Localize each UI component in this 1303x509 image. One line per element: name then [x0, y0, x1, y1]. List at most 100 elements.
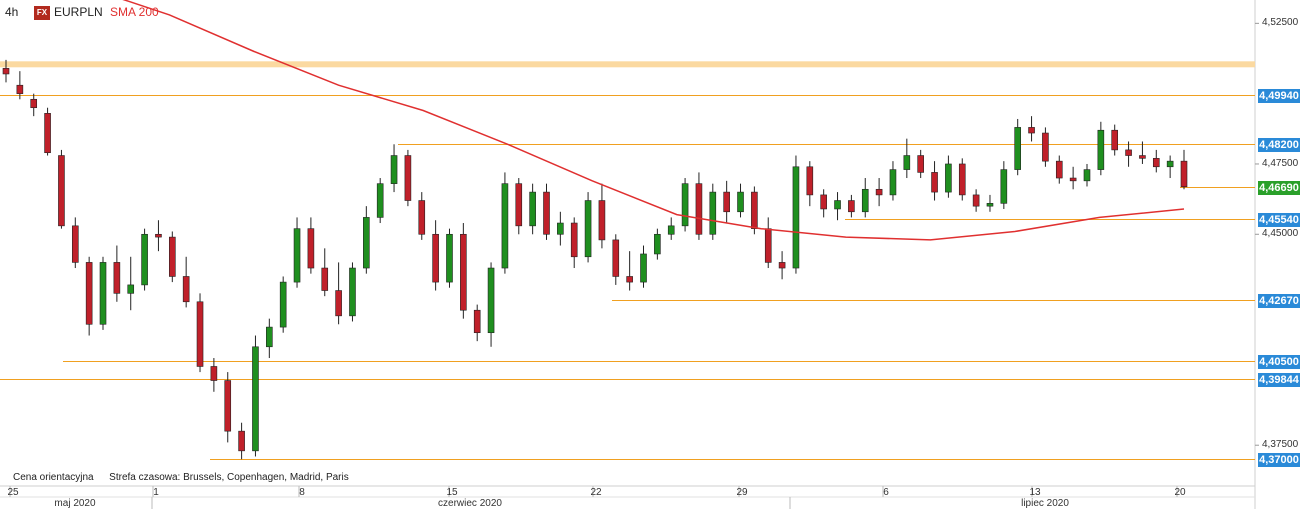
candle[interactable]	[1139, 141, 1146, 164]
candle[interactable]	[584, 192, 592, 263]
level-price-tag: 4,40500	[1258, 354, 1300, 369]
candle[interactable]	[1014, 118, 1021, 176]
candle[interactable]	[446, 228, 453, 288]
x-month-label: czerwiec 2020	[438, 498, 502, 509]
candle[interactable]	[931, 161, 938, 201]
indicator-label[interactable]: SMA 200	[110, 5, 159, 19]
candle[interactable]	[460, 223, 467, 319]
candle[interactable]	[543, 183, 550, 240]
candle[interactable]	[196, 293, 204, 373]
candle[interactable]	[155, 220, 162, 252]
candle[interactable]	[1055, 155, 1063, 184]
timezone-note: Strefa czasowa: Brussels, Copenhagen, Ma…	[109, 472, 349, 483]
candle[interactable]	[751, 186, 758, 235]
candle[interactable]	[487, 262, 495, 347]
candle[interactable]	[792, 155, 800, 274]
candle[interactable]	[335, 262, 342, 325]
candle[interactable]	[778, 251, 786, 280]
candle[interactable]	[945, 155, 952, 198]
candle[interactable]	[85, 256, 93, 336]
candle[interactable]	[612, 234, 620, 285]
candle[interactable]	[432, 220, 439, 291]
level-price-tag: 4,39844	[1258, 372, 1300, 387]
candle[interactable]	[737, 183, 744, 218]
x-day-label: 29	[736, 487, 748, 498]
candle[interactable]	[58, 149, 65, 229]
fx-icon: FX	[34, 6, 50, 20]
resistance-zone	[0, 61, 1255, 68]
level-price-tag: 4,46690	[1258, 180, 1300, 195]
sma-200-line[interactable]	[85, 0, 1185, 241]
candle[interactable]	[349, 262, 356, 322]
candle[interactable]	[1152, 149, 1160, 173]
candle[interactable]	[169, 231, 176, 283]
candle[interactable]	[44, 107, 51, 156]
candle[interactable]	[1028, 116, 1035, 142]
candle[interactable]	[557, 211, 564, 246]
candle[interactable]	[182, 256, 190, 308]
candle[interactable]	[903, 138, 911, 179]
candle[interactable]	[127, 256, 135, 311]
candle[interactable]	[418, 192, 426, 240]
candle[interactable]	[473, 304, 481, 342]
candle[interactable]	[889, 161, 897, 201]
candle[interactable]	[30, 93, 38, 117]
candle[interactable]	[958, 158, 966, 201]
candle[interactable]	[820, 189, 827, 218]
candle[interactable]	[861, 178, 869, 218]
candle[interactable]	[113, 245, 121, 302]
candle[interactable]	[1000, 161, 1008, 209]
candle[interactable]	[2, 59, 10, 83]
candle[interactable]	[404, 149, 412, 207]
candle[interactable]	[875, 178, 883, 207]
candle[interactable]	[238, 422, 245, 460]
candle[interactable]	[321, 248, 329, 297]
candle[interactable]	[723, 180, 730, 224]
candle[interactable]	[279, 276, 287, 333]
timeframe-label[interactable]: 4h	[5, 5, 19, 19]
candle[interactable]	[16, 71, 24, 100]
candle[interactable]	[1125, 141, 1132, 167]
candle[interactable]	[529, 183, 536, 235]
candle[interactable]	[376, 178, 384, 224]
candle[interactable]	[1111, 124, 1119, 156]
candle[interactable]	[210, 358, 218, 392]
candle[interactable]	[848, 194, 855, 218]
candle[interactable]	[501, 172, 509, 274]
candle[interactable]	[1097, 121, 1105, 176]
candle[interactable]	[695, 172, 703, 240]
candle[interactable]	[764, 217, 772, 269]
candle[interactable]	[99, 256, 107, 330]
candle[interactable]	[626, 251, 633, 291]
candle[interactable]	[266, 318, 273, 359]
candle[interactable]	[71, 217, 79, 269]
candle[interactable]	[363, 206, 370, 274]
candle[interactable]	[598, 183, 606, 249]
candle[interactable]	[972, 189, 980, 212]
candle[interactable]	[1083, 163, 1091, 187]
candle[interactable]	[252, 335, 259, 457]
candle[interactable]	[681, 178, 689, 232]
candle[interactable]	[293, 217, 301, 288]
candle[interactable]	[640, 245, 647, 288]
candle[interactable]	[1180, 149, 1188, 190]
candle[interactable]	[667, 217, 675, 240]
x-month-label: lipiec 2020	[1021, 498, 1069, 509]
candle[interactable]	[654, 228, 661, 260]
candle[interactable]	[834, 192, 841, 221]
candle[interactable]	[515, 178, 523, 235]
candle[interactable]	[709, 183, 717, 240]
candle[interactable]	[1042, 127, 1049, 167]
candle[interactable]	[570, 217, 578, 269]
candle[interactable]	[307, 217, 315, 274]
candle[interactable]	[390, 144, 398, 193]
candle[interactable]	[1166, 155, 1174, 179]
candle[interactable]	[141, 228, 148, 291]
candle[interactable]	[224, 372, 232, 443]
candle[interactable]	[917, 149, 924, 179]
candle[interactable]	[1069, 166, 1077, 190]
candle[interactable]	[806, 161, 814, 207]
candle[interactable]	[986, 194, 994, 212]
symbol-label[interactable]: EURPLN	[54, 5, 103, 19]
